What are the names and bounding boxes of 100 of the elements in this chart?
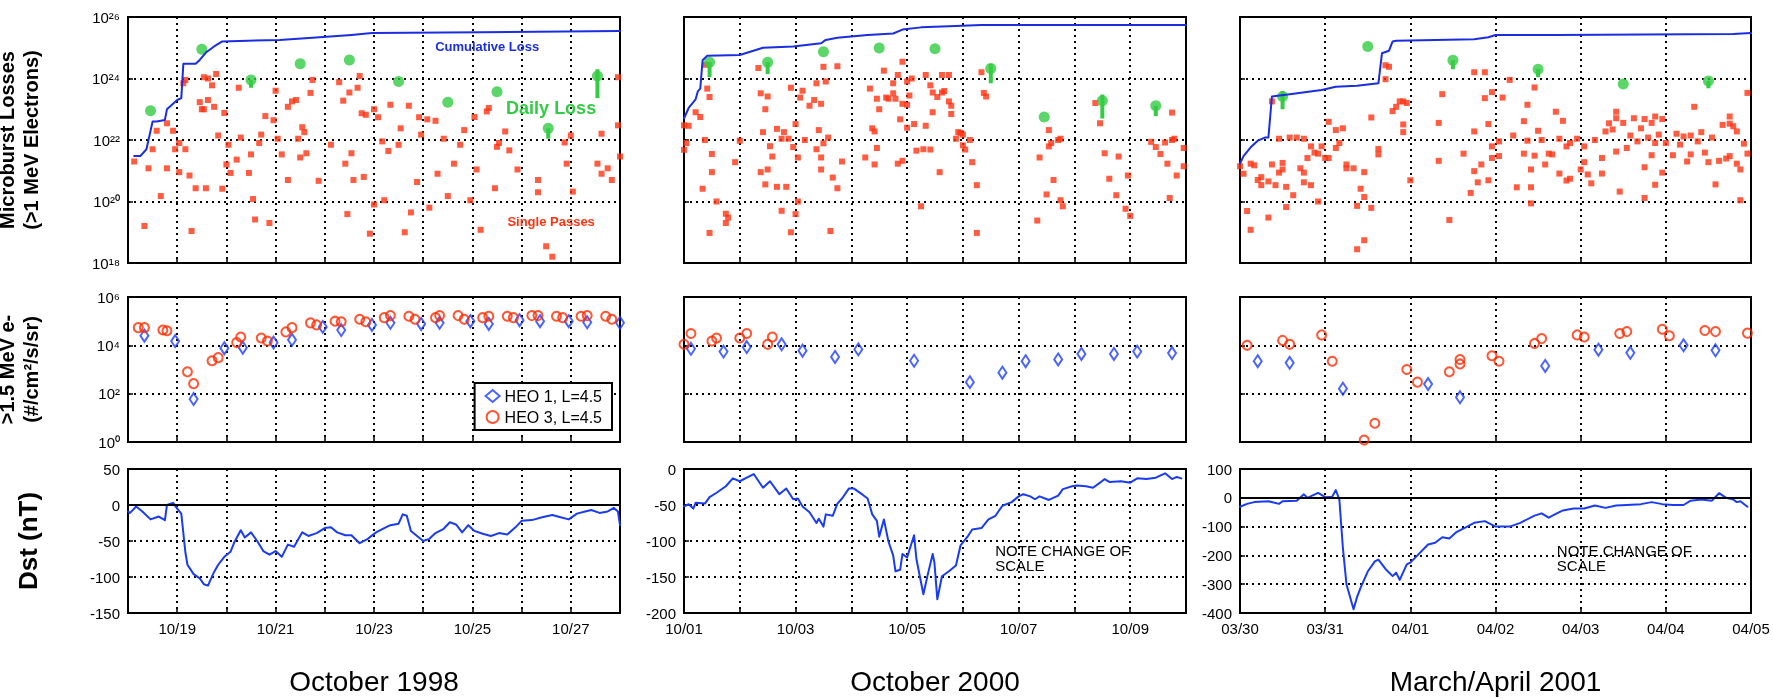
point: [1678, 338, 1689, 353]
point: [335, 316, 347, 328]
point: [706, 335, 718, 347]
point: [1536, 333, 1548, 345]
point: [557, 312, 569, 324]
point: [1454, 358, 1466, 370]
y-tick-label: 10⁰: [98, 433, 120, 451]
point: [1625, 345, 1636, 360]
x-tick-label: 04/05: [1732, 620, 1770, 637]
point: [384, 310, 396, 322]
point: [1076, 346, 1087, 361]
point: [550, 310, 562, 322]
y-tick-label: -300: [1201, 575, 1232, 593]
y-tick-label: 0: [1223, 489, 1232, 507]
point: [304, 317, 316, 329]
point: [378, 312, 390, 324]
point: [132, 322, 144, 334]
point: [1532, 63, 1544, 75]
point: [1540, 358, 1551, 373]
y-tick-label: -150: [89, 604, 120, 622]
line-series: [1239, 489, 1749, 611]
point: [606, 313, 618, 325]
line-series: [683, 472, 1183, 601]
point: [206, 355, 218, 367]
point: [1038, 111, 1050, 123]
y-tick-label: -200: [1201, 546, 1232, 564]
x-axis-title: March/April 2001: [1389, 665, 1602, 697]
y-axis-title: Microburst Losses (>1 MeV Electrons): [0, 50, 42, 230]
point: [1529, 337, 1541, 349]
x-axis-title: October 1998: [289, 665, 459, 697]
point: [1020, 354, 1031, 369]
point: [483, 316, 494, 331]
point: [354, 313, 366, 325]
point: [465, 314, 476, 329]
point: [1167, 346, 1178, 361]
point: [294, 58, 306, 70]
point: [483, 310, 495, 322]
x-tick-label: 10/05: [888, 620, 926, 637]
point: [582, 315, 593, 330]
point: [458, 313, 470, 325]
y-tick-label: 50: [103, 460, 120, 478]
point: [575, 310, 587, 322]
series-label: Single Passes: [507, 213, 595, 229]
point: [853, 342, 864, 357]
point: [526, 310, 538, 322]
point: [188, 378, 200, 390]
point: [542, 122, 554, 134]
point: [336, 323, 347, 338]
point: [1096, 95, 1108, 107]
x-tick-label: 03/30: [1221, 620, 1259, 637]
x-tick-label: 10/19: [158, 620, 196, 637]
point: [145, 105, 157, 117]
point: [1710, 343, 1721, 358]
point: [286, 322, 298, 334]
point: [1454, 353, 1466, 365]
point: [188, 392, 199, 407]
point: [591, 70, 603, 82]
y-tick-label: -150: [645, 568, 676, 586]
y-axis-title: >1.5 MeV e- (#/cm²/s/sr): [0, 314, 42, 425]
point: [329, 315, 341, 327]
point: [452, 310, 464, 322]
x-tick-label: 10/01: [665, 620, 703, 637]
point: [1277, 334, 1289, 346]
point: [1108, 346, 1119, 361]
point: [909, 353, 920, 368]
point: [501, 310, 513, 322]
point: [235, 331, 247, 343]
series-label: Daily Loss: [506, 98, 597, 119]
point: [1241, 339, 1253, 351]
point: [535, 314, 546, 329]
point: [196, 43, 208, 55]
point: [1486, 350, 1498, 362]
point: [1656, 323, 1668, 335]
y-tick-label: 10²²: [93, 131, 120, 149]
point: [231, 337, 243, 349]
point: [237, 340, 248, 355]
point: [762, 56, 774, 68]
point: [762, 338, 774, 350]
point: [409, 313, 421, 325]
y-tick-label: 100: [1206, 460, 1232, 478]
y-tick-label: -50: [98, 532, 120, 550]
y-tick-label: 10⁶: [97, 288, 120, 306]
point: [1702, 75, 1714, 87]
y-tick-label: 10⁴: [96, 336, 120, 354]
point: [1284, 338, 1296, 350]
point: [161, 325, 173, 337]
point: [170, 334, 181, 349]
point: [311, 319, 323, 331]
point: [1053, 352, 1064, 367]
point: [255, 332, 267, 344]
x-tick-label: 10/03: [776, 620, 815, 637]
point: [1614, 327, 1626, 339]
x-tick-label: 10/07: [999, 620, 1038, 637]
point: [514, 313, 525, 328]
point: [1593, 342, 1604, 357]
point: [430, 312, 441, 324]
y-tick-label: 10²⁶: [92, 8, 120, 26]
y-tick-label: -100: [1201, 518, 1232, 536]
point: [1493, 355, 1505, 367]
point: [685, 341, 696, 356]
